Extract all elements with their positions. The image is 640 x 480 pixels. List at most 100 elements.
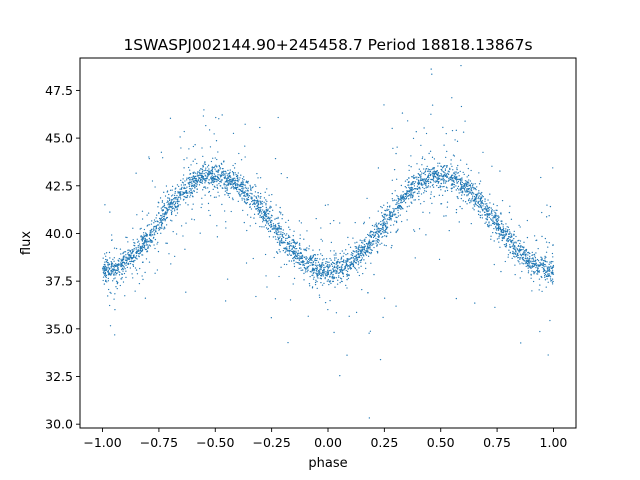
data-point [443, 215, 445, 217]
data-point [320, 253, 322, 255]
data-point [200, 168, 202, 170]
data-point [234, 185, 237, 187]
data-point [232, 183, 234, 185]
data-point [311, 270, 314, 272]
data-point [401, 112, 404, 114]
data-point [191, 192, 193, 195]
data-point [427, 168, 429, 170]
data-point [413, 180, 415, 183]
data-point [506, 226, 508, 228]
data-point [224, 300, 227, 302]
data-point [277, 239, 279, 241]
data-point [364, 253, 367, 255]
data-point [432, 183, 434, 186]
data-point [196, 184, 198, 186]
data-point [254, 184, 256, 186]
data-point [148, 261, 151, 263]
data-point [294, 245, 296, 247]
data-point [306, 261, 308, 263]
data-point [104, 204, 106, 206]
data-point [230, 179, 232, 181]
data-point [214, 157, 216, 159]
data-point [158, 224, 160, 226]
data-point [376, 250, 378, 253]
data-point [165, 224, 168, 226]
data-point [243, 195, 245, 197]
data-point [538, 264, 541, 266]
data-point [542, 264, 544, 267]
data-point [312, 267, 314, 269]
data-point [173, 210, 176, 212]
data-point [318, 294, 321, 296]
data-point [357, 260, 359, 263]
data-point [363, 246, 366, 248]
data-point [461, 179, 463, 181]
data-point [246, 229, 248, 232]
data-point [431, 184, 434, 187]
data-point [159, 228, 161, 230]
data-point [174, 255, 176, 258]
data-point [350, 262, 352, 264]
data-point [498, 233, 501, 235]
data-point [288, 241, 291, 243]
data-point [239, 195, 242, 197]
data-point [244, 201, 246, 203]
data-point [379, 243, 381, 245]
data-point [137, 249, 140, 251]
data-point [537, 264, 539, 266]
data-point [313, 268, 315, 270]
data-point [407, 184, 409, 186]
data-point [316, 280, 318, 283]
data-point [255, 196, 258, 199]
data-point [170, 195, 173, 197]
data-point [479, 198, 482, 200]
data-point [236, 190, 238, 193]
data-point [114, 309, 116, 311]
data-point [321, 254, 323, 257]
data-point [499, 227, 501, 230]
data-point [455, 209, 458, 211]
data-point [502, 229, 504, 231]
data-point [104, 268, 106, 270]
data-point [241, 192, 244, 194]
data-point [212, 157, 214, 159]
data-point [473, 193, 475, 195]
data-point [208, 191, 210, 193]
data-point [304, 271, 307, 273]
data-point [315, 267, 317, 269]
data-point [175, 196, 177, 199]
data-point [492, 232, 494, 234]
x-tick-label: −0.75 [140, 435, 178, 450]
data-point [107, 263, 109, 266]
data-point [369, 232, 371, 234]
data-point [442, 174, 445, 177]
data-point [422, 186, 424, 189]
data-point [146, 239, 148, 241]
data-point [132, 239, 134, 241]
data-point [232, 178, 235, 180]
data-point [136, 258, 138, 260]
data-point [501, 234, 503, 236]
data-point [186, 191, 188, 193]
data-point [404, 202, 407, 204]
data-point [462, 185, 465, 187]
data-point [267, 208, 269, 210]
data-point [110, 261, 112, 263]
data-point [332, 271, 334, 273]
data-point [533, 264, 536, 266]
data-point [125, 270, 127, 272]
data-point [306, 257, 308, 259]
data-point [366, 197, 368, 200]
data-point [512, 243, 515, 245]
data-point [380, 205, 382, 208]
data-point [205, 180, 207, 182]
data-point [199, 180, 202, 182]
data-point [426, 176, 429, 179]
data-point [287, 236, 290, 239]
data-point [388, 219, 391, 221]
data-point [376, 245, 378, 247]
data-point [413, 191, 415, 194]
data-point [404, 186, 406, 188]
data-point [265, 199, 267, 201]
data-point [535, 252, 537, 254]
